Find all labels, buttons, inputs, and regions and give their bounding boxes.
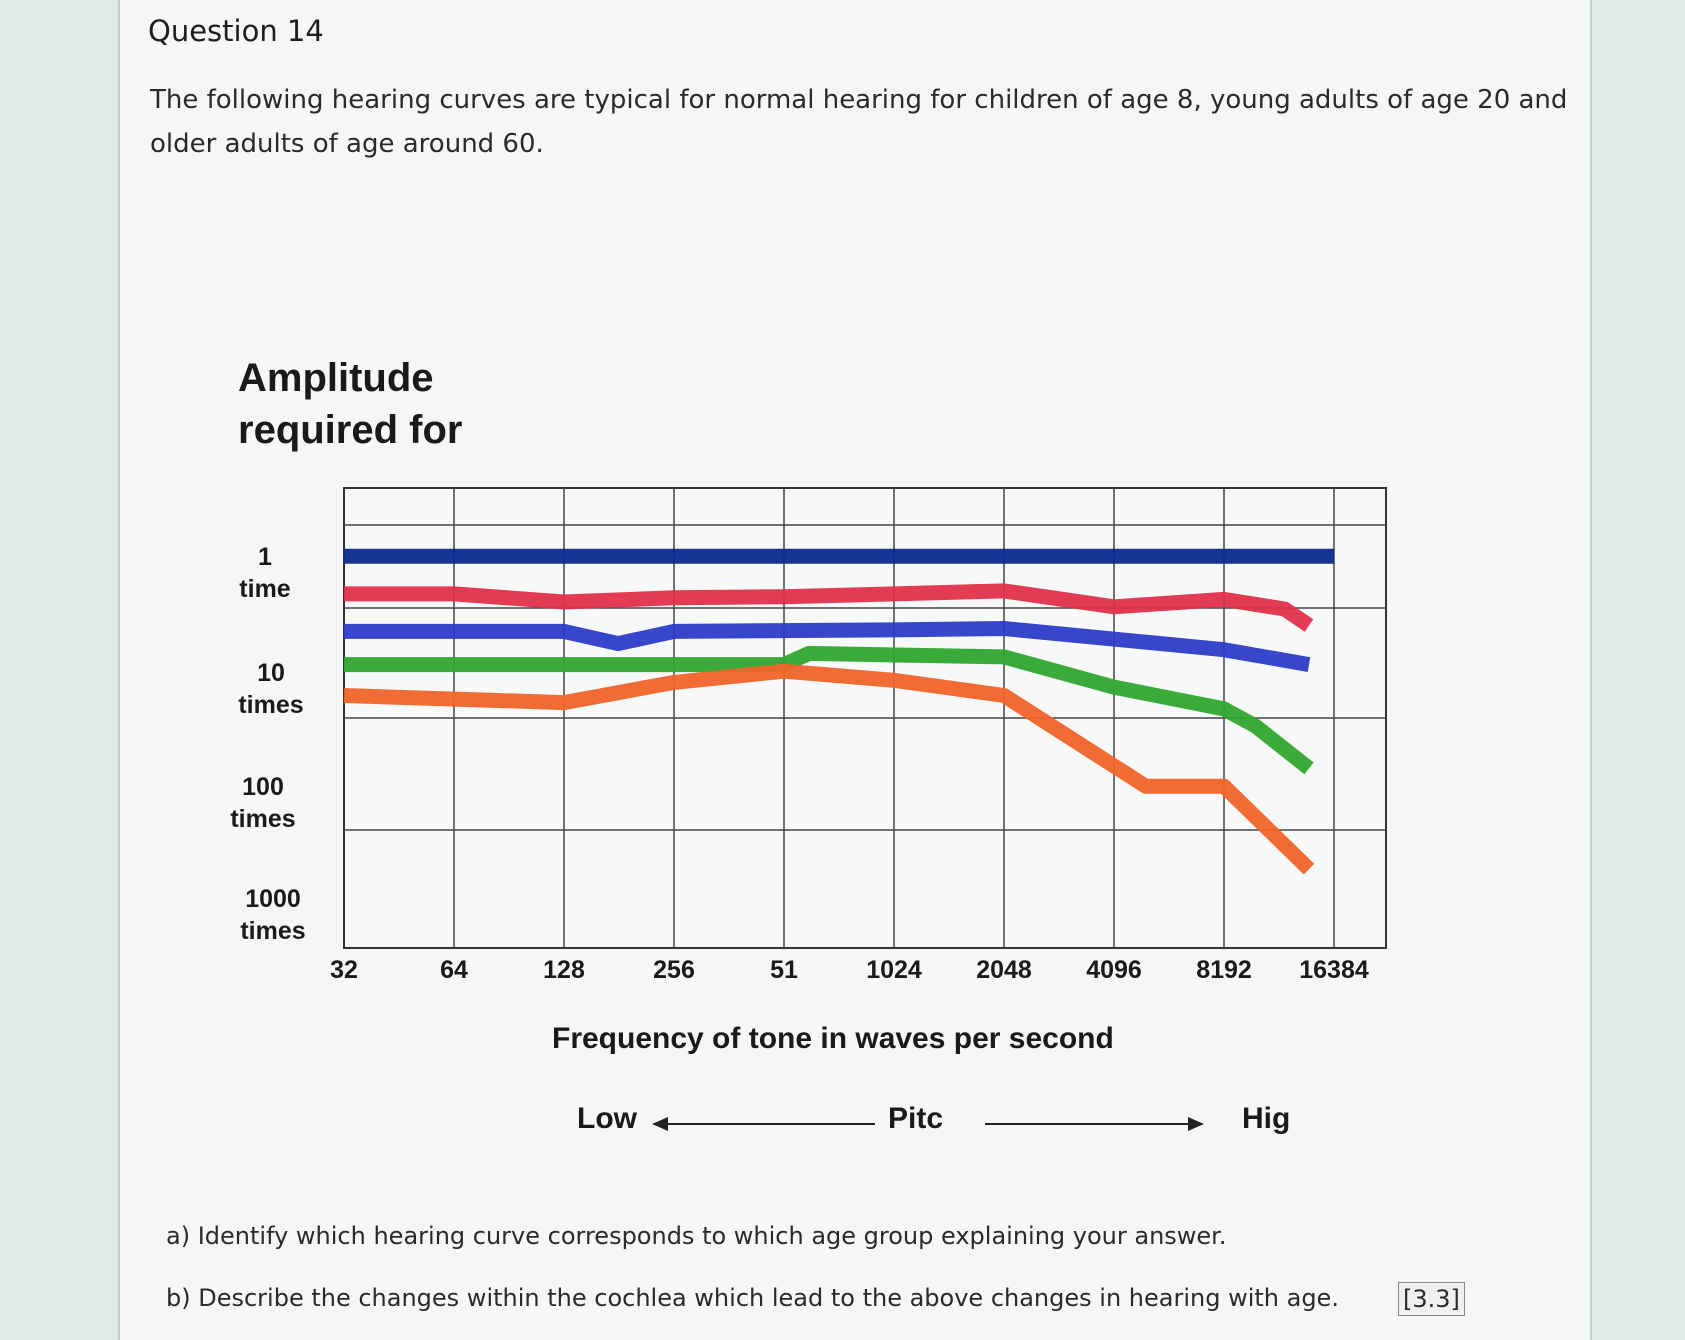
pitch-arrows — [652, 1117, 1204, 1131]
y-tick-label: 1000 times — [218, 883, 328, 947]
hearing-curve-2 — [344, 583, 1314, 632]
y-tick-value: 1000 — [245, 885, 301, 913]
hearing-curve-5 — [343, 663, 1315, 875]
question-b: b) Describe the changes within the cochl… — [166, 1284, 1339, 1312]
x-tick-label: 1024 — [866, 956, 922, 984]
pitch-low-label: Low — [577, 1102, 637, 1135]
y-tick-label: 10 times — [216, 657, 326, 721]
y-tick-label: 100 times — [208, 771, 318, 835]
chart-series — [343, 548, 1334, 875]
y-tick-unit: time — [239, 575, 291, 603]
x-tick-label: 16384 — [1299, 956, 1369, 984]
chart-grid — [343, 487, 1387, 949]
x-tick-label: 8192 — [1196, 956, 1252, 984]
y-tick-value: 100 — [242, 773, 284, 801]
x-axis-label: Frequency of tone in waves per second — [552, 1022, 1114, 1055]
y-tick-unit: times — [240, 917, 306, 945]
y-axis-label: Amplitude required for — [238, 356, 463, 452]
pitch-arrow-right-head — [1188, 1117, 1204, 1131]
marks-badge: [3.3] — [1398, 1282, 1465, 1316]
question-title: Question 14 — [148, 14, 324, 48]
intro-text: The following hearing curves are typical… — [150, 85, 1568, 159]
pitch-label: Pitc — [888, 1102, 944, 1135]
x-tick-label: 64 — [440, 956, 468, 984]
y-tick-unit: times — [230, 805, 296, 833]
question-a: a) Identify which hearing curve correspo… — [166, 1222, 1227, 1250]
pitch-arrow-left-head — [652, 1117, 668, 1131]
x-tick-label: 256 — [653, 956, 695, 984]
x-tick-label: 32 — [330, 956, 358, 984]
y-tick-label: 1 time — [210, 541, 320, 605]
x-tick-label: 2048 — [976, 956, 1032, 984]
hearing-curve-4 — [344, 645, 1314, 775]
y-tick-unit: times — [238, 691, 304, 719]
x-tick-label: 51 — [770, 956, 798, 984]
pitch-high-label: Hig — [1242, 1102, 1291, 1135]
y-tick-value: 1 — [258, 543, 272, 571]
hearing-curve-3 — [344, 621, 1311, 672]
x-tick-label: 128 — [543, 956, 585, 984]
y-tick-value: 10 — [257, 659, 285, 687]
x-tick-label: 4096 — [1086, 956, 1142, 984]
